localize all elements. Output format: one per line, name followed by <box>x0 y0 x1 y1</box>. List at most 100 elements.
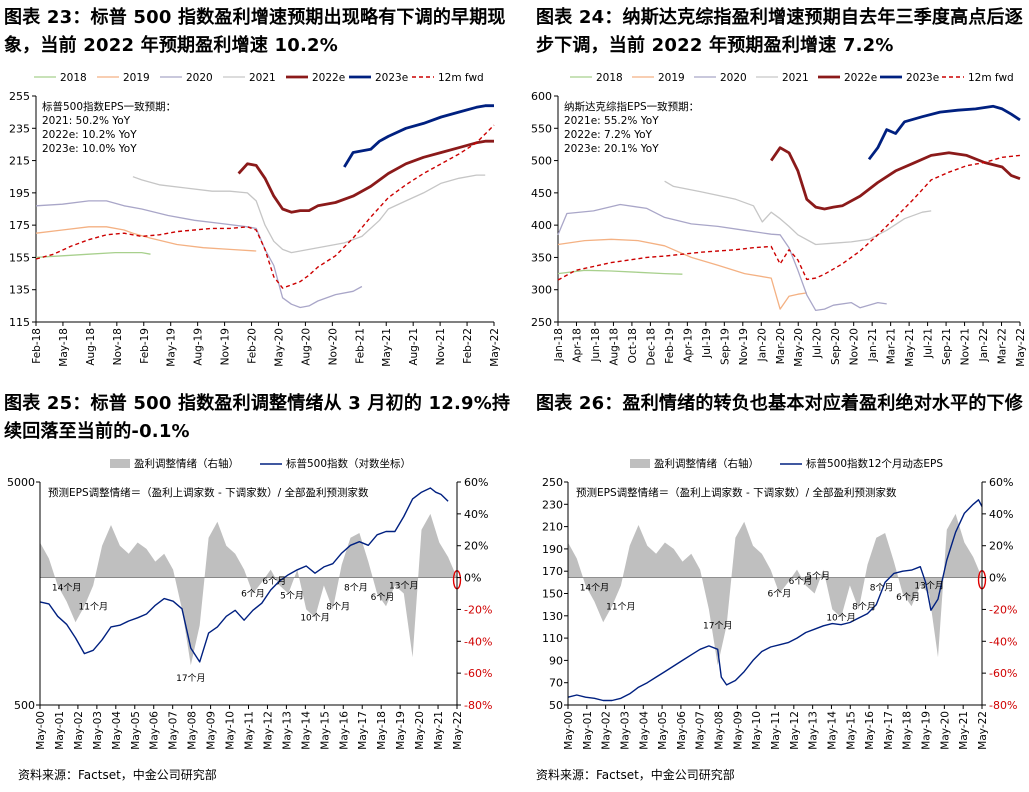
y-tick-label: 135 <box>9 284 30 297</box>
x-tick-label: May-06 <box>149 711 161 750</box>
annotation-line: 2022e: 10.2% YoY <box>42 129 137 141</box>
right-tick-label: 0% <box>989 572 1006 585</box>
x-tick-label: May-17 <box>883 711 895 750</box>
x-tick-label: Aug-19 <box>193 328 205 366</box>
x-tick-label: May-22 <box>452 711 464 750</box>
duration-label: 6个月 <box>241 589 265 600</box>
x-tick-label: Nov-18 <box>112 328 124 365</box>
duration-label: 6个月 <box>896 592 920 603</box>
duration-label: 8个月 <box>344 582 368 593</box>
x-tick-label: May-00 <box>563 711 575 750</box>
y-tick-label: 235 <box>9 122 30 135</box>
x-tick-label: Nov-20 <box>327 328 339 365</box>
x-tick-label: May-14 <box>826 711 838 750</box>
y-tick-label: 350 <box>531 251 552 264</box>
chart-23: 2018 2019 2020 2021 2022e 2023e 12m fwd 115 135 1… <box>9 72 501 367</box>
y-tick-label: 250 <box>531 316 552 329</box>
right-tick-label: -40% <box>989 635 1017 648</box>
y-tick-label: 600 <box>531 90 552 103</box>
legend: 盈利调整情绪（右轴） 标普500指数12个月动态EPS <box>630 457 943 470</box>
sentiment-area <box>568 513 982 666</box>
x-tick-label: May-08 <box>187 711 199 750</box>
formula-note: 预测EPS调整情绪＝（盈利上调家数 - 下调家数）/ 全部盈利预测家数 <box>48 486 369 499</box>
left-tick-label: 130 <box>542 610 563 623</box>
y-tick-label: 255 <box>9 90 30 103</box>
x-tick-label: Jul-21 <box>923 328 935 359</box>
x-tick-label: May-20 <box>414 711 426 750</box>
y-tick-label: 500 <box>531 155 552 168</box>
duration-label: 8个月 <box>870 582 894 593</box>
x-tick-label: May-13 <box>281 711 293 750</box>
y-tick-label: 450 <box>531 187 552 200</box>
y-tick-label: 155 <box>9 251 30 264</box>
right-tick-label: -20% <box>989 603 1017 616</box>
x-tick-label: May-02 <box>601 711 613 750</box>
chart-26-title: 图表 26：盈利情绪的转负也基本对应着盈利绝对水平的下修 <box>536 393 1023 414</box>
legend-label-2021: 2021 <box>782 72 809 84</box>
x-tick-label: May-07 <box>695 711 707 750</box>
left-tick-label: 5000 <box>7 476 35 489</box>
x-tick-label: Apr-19 <box>682 328 694 363</box>
legend-label-area: 盈利调整情绪（右轴） <box>134 457 239 470</box>
x-tick-label: May-18 <box>376 711 388 750</box>
main-line <box>567 499 983 702</box>
x-tick-label: Aug-20 <box>300 328 312 366</box>
duration-label: 10个月 <box>826 613 855 624</box>
left-tick-label: 500 <box>14 699 35 712</box>
annotation-line: 标普500指数EPS一致预期： <box>42 100 176 113</box>
x-tick-label: May-21 <box>904 328 916 367</box>
x-tick-label: May-21 <box>433 711 445 750</box>
annotation-line: 纳斯达克综指EPS一致预期： <box>564 100 699 113</box>
x-tick-label: Sep-21 <box>941 328 953 365</box>
series-line-2018 <box>557 269 683 275</box>
x-tick-label: May-13 <box>808 711 820 750</box>
right-tick-label: -40% <box>464 635 492 648</box>
legend-label-2022e: 2022e <box>844 72 877 84</box>
series-line-2020 <box>35 200 363 309</box>
x-tick-label: May-09 <box>206 711 218 750</box>
annotation-line: 2021: 50.2% YoY <box>42 115 131 127</box>
x-tick-label: Aug-21 <box>408 328 420 366</box>
duration-label: 11个月 <box>606 601 635 612</box>
x-tick-label: Aug-18 <box>85 328 97 366</box>
legend-label-2018: 2018 <box>60 72 87 84</box>
chart-24-title: 图表 24：纳斯达克综指盈利增速预期自去年三季度高点后逐步下调，当前 2022 … <box>536 7 1023 56</box>
duration-label: 6个月 <box>262 576 286 587</box>
x-tick-label: May-08 <box>714 711 726 750</box>
x-tick-label: May-18 <box>902 711 914 750</box>
duration-label: 8个月 <box>852 601 876 612</box>
duration-label: 6个月 <box>789 576 813 587</box>
right-tick-label: 20% <box>989 540 1013 553</box>
x-tick-label: May-03 <box>92 711 104 750</box>
chart-25-title: 图表 25：标普 500 指数盈利调整情绪从 3 月初的 12.9%持续回落至当… <box>4 393 511 442</box>
duration-label: 8个月 <box>326 601 350 612</box>
x-tick-label: Jul-20 <box>812 328 824 359</box>
x-tick-label: May-17 <box>357 711 369 750</box>
legend-label-2018: 2018 <box>596 72 623 84</box>
legend-label-2021: 2021 <box>249 72 276 84</box>
annotation-line: 2023e: 10.0% YoY <box>42 143 137 155</box>
x-tick-label: May-07 <box>168 711 180 750</box>
series-line-2021 <box>132 174 486 254</box>
main-line <box>39 487 449 663</box>
duration-label: 10个月 <box>300 613 329 624</box>
series-line-2022e <box>237 139 494 214</box>
duration-label: 14个月 <box>52 582 81 593</box>
x-tick-label: Jan-20 <box>756 328 768 362</box>
series-line-2020 <box>557 203 887 312</box>
legend-label-2019: 2019 <box>658 72 685 84</box>
x-tick-label: May-00 <box>35 711 47 750</box>
x-tick-label: May-15 <box>319 711 331 750</box>
left-tick-label: 250 <box>542 476 563 489</box>
series-line-2022e <box>770 146 1021 211</box>
source-note-25: 资料来源：Factset，中金公司研究部 <box>18 768 217 782</box>
sentiment-area <box>40 513 457 666</box>
x-tick-label: Nov-20 <box>849 328 861 365</box>
legend-label-2023e: 2023e <box>906 72 939 84</box>
legend-label-2020: 2020 <box>186 72 213 84</box>
legend: 2018 2019 2020 2021 2022e 2023e 12m fwd <box>570 72 1014 84</box>
y-tick-label: 215 <box>9 155 30 168</box>
chart-24: 2018 2019 2020 2021 2022e 2023e 12m fwd 250 300 3… <box>531 72 1027 367</box>
x-tick-label: May-22 <box>1015 328 1027 367</box>
legend: 盈利调整情绪（右轴） 标普500指数（对数坐标） <box>110 457 411 470</box>
